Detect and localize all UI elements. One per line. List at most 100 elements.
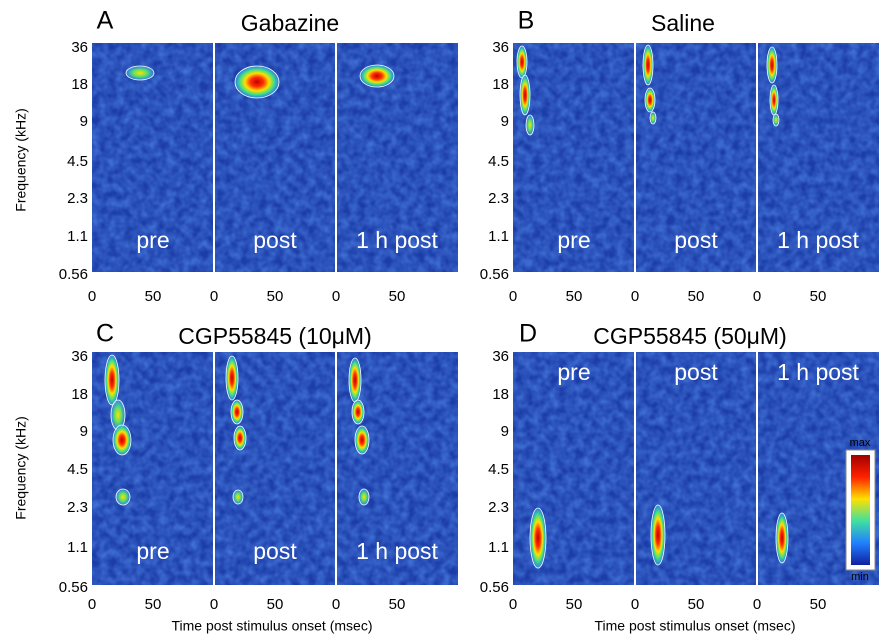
x-tick-label: 50 [688, 596, 705, 613]
heatmap-noise [513, 43, 879, 272]
response-blob [650, 504, 666, 566]
response-blob [358, 488, 370, 506]
x-tick-label: 50 [566, 596, 583, 613]
colorbar-min: min [851, 571, 869, 583]
heatmap: pre post 1 h post [92, 43, 458, 272]
response-blob [529, 507, 547, 569]
response-blob [104, 354, 120, 406]
y-tick-label: 4.5 [67, 461, 88, 478]
x-tick-label: 50 [267, 288, 284, 305]
y-tick-label: 1.1 [67, 228, 88, 245]
y-axis-label: Frequency (kHz) [13, 416, 29, 519]
x-tick-label: 0 [210, 288, 218, 305]
response-blob [125, 65, 155, 81]
heatmap-noise [513, 352, 879, 585]
panel-title: Gabazine [241, 10, 339, 36]
y-tick-label: 4.5 [488, 461, 509, 478]
condition-label: 1 h post [356, 227, 438, 253]
heatmap: pre post 1 h post [92, 352, 458, 585]
condition-label: post [674, 227, 718, 253]
condition-label: post [253, 538, 297, 564]
response-blob [230, 399, 244, 425]
x-tick-label: 50 [389, 596, 406, 613]
panels: pre post 1 h post 0 50 0 50 0 50 36 18 9 4.5 2.3 1.1 0.… [13, 7, 879, 634]
y-tick-label: 36 [71, 39, 88, 56]
panel-letter: C [96, 320, 114, 348]
response-blob [233, 425, 247, 451]
panel-title: Saline [651, 10, 715, 36]
x-tick-label: 0 [753, 596, 761, 613]
x-tick-label: 50 [389, 288, 406, 305]
panel-letter: D [519, 320, 537, 348]
response-blob [115, 488, 131, 506]
panel-title: CGP55845 (50μM) [593, 323, 787, 349]
y-tick-label: 1.1 [488, 228, 509, 245]
condition-label: pre [136, 227, 169, 253]
response-blob [354, 425, 370, 455]
colorbar-max: max [850, 437, 871, 449]
response-blob [112, 424, 132, 456]
y-tick-label: 9 [501, 113, 509, 130]
y-tick-label: 2.3 [67, 499, 88, 516]
y-tick-label: 18 [71, 76, 88, 93]
x-tick-label: 50 [566, 288, 583, 305]
response-blob [644, 87, 656, 113]
y-tick-label: 9 [80, 423, 88, 440]
y-tick-label: 2.3 [488, 499, 509, 516]
y-tick-label: 0.56 [480, 266, 509, 283]
response-blob [775, 512, 789, 564]
y-tick-label: 2.3 [488, 190, 509, 207]
x-tick-label: 0 [631, 288, 639, 305]
x-tick-label: 0 [631, 596, 639, 613]
x-tick-label: 0 [509, 288, 517, 305]
x-tick-label: 0 [210, 596, 218, 613]
y-tick-label: 36 [492, 39, 509, 56]
heatmap: pre post 1 h post [513, 352, 879, 585]
x-tick-label: 0 [88, 288, 96, 305]
y-tick-label: 1.1 [488, 539, 509, 556]
condition-label: 1 h post [356, 538, 438, 564]
response-blob [359, 64, 395, 88]
y-tick-label: 9 [501, 423, 509, 440]
x-tick-label: 0 [332, 288, 340, 305]
x-tick-label: 0 [88, 596, 96, 613]
y-tick-label: 0.56 [59, 579, 88, 596]
condition-label: pre [557, 359, 590, 385]
x-tick-label: 0 [509, 596, 517, 613]
response-blob [772, 113, 780, 127]
response-blob [525, 114, 535, 136]
x-axis-label: Time post stimulus onset (msec) [595, 618, 796, 634]
x-tick-label: 0 [332, 596, 340, 613]
response-blob [649, 111, 657, 125]
response-blob [769, 84, 779, 116]
response-blob [516, 45, 528, 79]
y-tick-label: 36 [71, 348, 88, 365]
condition-label: post [253, 227, 297, 253]
condition-label: pre [136, 538, 169, 564]
panel-title: CGP55845 (10μM) [178, 323, 372, 349]
condition-label: post [674, 359, 718, 385]
response-blob [232, 489, 244, 505]
x-tick-label: 50 [810, 288, 827, 305]
condition-label: 1 h post [777, 359, 859, 385]
y-tick-label: 1.1 [67, 539, 88, 556]
x-tick-label: 0 [753, 288, 761, 305]
x-tick-label: 50 [688, 288, 705, 305]
heatmap-noise [92, 352, 458, 585]
response-blob [766, 46, 778, 84]
response-blob [348, 357, 362, 403]
y-axis-label: Frequency (kHz) [13, 108, 29, 211]
y-tick-label: 9 [80, 113, 88, 130]
y-tick-label: 0.56 [480, 579, 509, 596]
condition-label: pre [557, 227, 590, 253]
x-axis-label: Time post stimulus onset (msec) [172, 618, 373, 634]
response-blob [225, 355, 239, 401]
y-tick-label: 18 [492, 386, 509, 403]
y-tick-label: 2.3 [67, 190, 88, 207]
colorbar [851, 455, 870, 565]
x-tick-label: 50 [145, 288, 162, 305]
y-tick-label: 4.5 [488, 153, 509, 170]
x-tick-label: 50 [267, 596, 284, 613]
response-blob [234, 65, 280, 99]
